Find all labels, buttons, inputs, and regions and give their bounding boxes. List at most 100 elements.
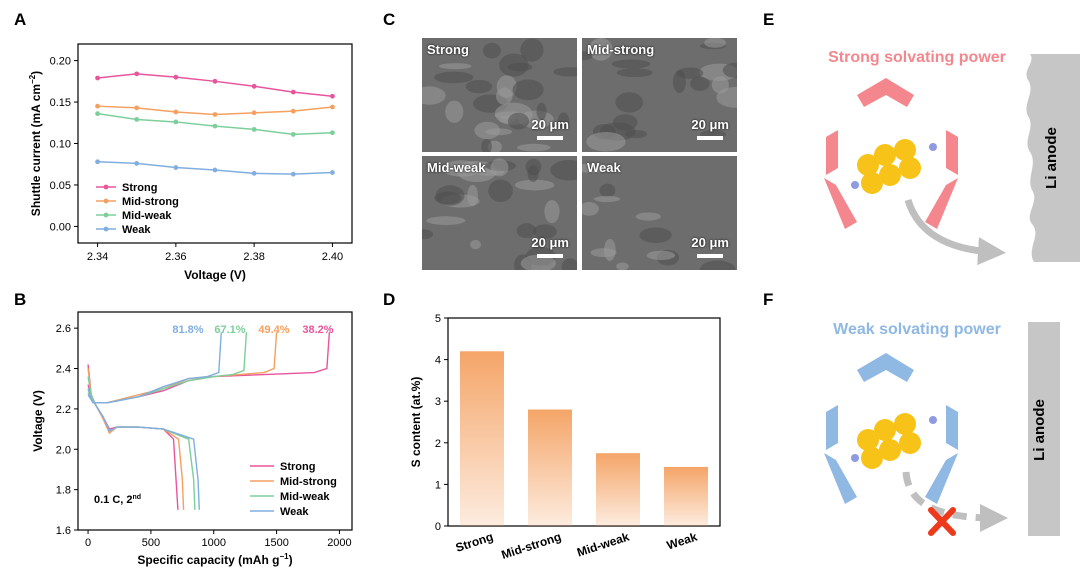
data-point bbox=[290, 131, 296, 137]
data-point bbox=[173, 109, 179, 115]
li-anode-smooth bbox=[1028, 322, 1060, 536]
solvation-shell-strong bbox=[824, 78, 958, 229]
y-axis-label: S content (at.%) bbox=[409, 377, 423, 468]
legend-label: Strong bbox=[280, 461, 315, 473]
curve-discharge-mid-strong bbox=[87, 368, 185, 510]
blocked-cross-icon bbox=[928, 507, 956, 536]
scale-bar bbox=[537, 136, 563, 140]
plot-frame bbox=[77, 311, 353, 531]
schematic-strong-solvating: Strong solvating power Li anode bbox=[824, 49, 1080, 266]
legend-label: Weak bbox=[280, 506, 309, 518]
legend-label: Weak bbox=[122, 224, 151, 236]
y-tick-label: 2 bbox=[435, 438, 441, 450]
li-anode-rough bbox=[1026, 54, 1080, 262]
data-point bbox=[290, 171, 296, 177]
efficiency-label: 38.2% bbox=[302, 324, 333, 336]
data-point bbox=[251, 110, 257, 116]
bar-weak bbox=[664, 466, 708, 526]
data-point bbox=[95, 111, 100, 117]
legend-label: Mid-weak bbox=[280, 491, 330, 503]
series-line-strong bbox=[97, 73, 333, 97]
data-point bbox=[95, 159, 100, 165]
blocked-shuttle-arrow bbox=[902, 471, 1008, 532]
data-point bbox=[290, 89, 296, 95]
y-tick-label: 0.00 bbox=[50, 221, 71, 233]
atom-dot bbox=[851, 454, 859, 462]
curve-charge-mid-strong bbox=[87, 332, 278, 404]
x-tick-label: 1500 bbox=[264, 537, 288, 549]
y-tick-label: 0.20 bbox=[50, 56, 71, 68]
sem-texture bbox=[422, 158, 577, 270]
y-tick-label: 4 bbox=[435, 355, 441, 367]
y-tick-label: 1.8 bbox=[56, 485, 71, 497]
legend-marker bbox=[103, 184, 109, 190]
sem-image-weak: Weak 20 μm bbox=[582, 156, 737, 270]
scale-bar-label: 20 μm bbox=[691, 235, 729, 250]
scale-bar bbox=[697, 254, 723, 258]
polysulfide-cluster-f bbox=[857, 413, 921, 469]
sem-label: Mid-strong bbox=[587, 42, 655, 57]
chart-a-shuttle-current: 2.34 2.36 2.38 2.40 0.00 0.05 0.10 0.15 0.20 Volt… bbox=[28, 43, 353, 282]
scale-bar-label: 20 μm bbox=[531, 235, 569, 250]
bar-mid-weak bbox=[596, 453, 640, 526]
data-point bbox=[173, 74, 179, 80]
sem-label: Weak bbox=[587, 160, 621, 175]
sem-texture bbox=[582, 163, 736, 270]
atom-dot bbox=[929, 143, 937, 151]
legend-label: Mid-weak bbox=[122, 210, 172, 222]
x-tick-label: 2.38 bbox=[243, 251, 264, 263]
category-label: Mid-weak bbox=[575, 529, 631, 559]
legend-label: Mid-strong bbox=[122, 196, 179, 208]
shuttle-arrow bbox=[904, 198, 1006, 266]
x-axis-label: Voltage (V) bbox=[184, 268, 246, 282]
data-point bbox=[95, 75, 100, 81]
chart-b-voltage-profile: 0 500 1000 1500 2000 1.6 1.8 2.0 2.2 2.4 2.6 Specif… bbox=[31, 311, 353, 567]
panel-label-e: E bbox=[763, 10, 775, 29]
panel-label-c: C bbox=[383, 10, 396, 29]
efficiency-label: 81.8% bbox=[172, 324, 203, 336]
data-point bbox=[134, 117, 140, 122]
curve-charge-mid-weak bbox=[87, 332, 248, 404]
data-point bbox=[330, 170, 335, 175]
data-point bbox=[134, 105, 140, 111]
category-label: Weak bbox=[665, 529, 699, 552]
y-tick-label: 1.6 bbox=[56, 525, 71, 537]
panel-label-d: D bbox=[383, 290, 396, 309]
y-tick-label: 3 bbox=[435, 396, 441, 408]
data-point bbox=[330, 104, 335, 110]
legend-label: Mid-strong bbox=[280, 476, 337, 488]
li-anode-label-e: Li anode bbox=[1043, 127, 1060, 189]
y-tick-label: 0.15 bbox=[50, 97, 71, 109]
y-axis-label: Shuttle current (mA cm−2) bbox=[28, 71, 43, 216]
x-tick-label: 1000 bbox=[202, 537, 226, 549]
x-tick-label: 0 bbox=[85, 537, 91, 549]
strong-solvating-title: Strong solvating power bbox=[828, 49, 1006, 66]
plot-frame bbox=[447, 317, 721, 527]
y-axis-label: Voltage (V) bbox=[31, 390, 45, 452]
sem-texture bbox=[422, 38, 577, 152]
chart-d-sulfur-content: 0 1 2 3 4 5 S content (at.%) Strong Mid-strong Mi… bbox=[409, 313, 721, 562]
schematic-weak-solvating: Weak solvating power Li anode bbox=[824, 321, 1060, 536]
efficiency-label: 67.1% bbox=[214, 324, 245, 336]
y-tick-label: 2.2 bbox=[56, 404, 71, 416]
category-label: Strong bbox=[454, 530, 495, 555]
polysulfide-cluster-e bbox=[857, 139, 921, 194]
category-label: Mid-strong bbox=[500, 530, 563, 562]
y-tick-label: 2.6 bbox=[56, 323, 71, 335]
data-point bbox=[212, 112, 218, 117]
x-tick-label: 2.40 bbox=[322, 251, 343, 263]
efficiency-label: 49.4% bbox=[258, 324, 289, 336]
y-tick-label: 1 bbox=[435, 479, 441, 491]
x-tick-label: 500 bbox=[142, 537, 160, 549]
sem-image-mid-weak: Mid-weak 20 μm bbox=[422, 156, 577, 270]
data-point bbox=[290, 108, 296, 114]
data-point bbox=[251, 170, 257, 176]
data-point bbox=[251, 127, 257, 132]
curve-charge-weak bbox=[87, 332, 222, 404]
sem-image-strong: Strong 20 μm bbox=[422, 38, 577, 152]
legend-marker bbox=[103, 226, 109, 232]
plot-frame bbox=[77, 43, 353, 244]
data-point bbox=[212, 123, 218, 129]
legend-marker bbox=[103, 212, 109, 218]
data-point bbox=[330, 93, 335, 99]
